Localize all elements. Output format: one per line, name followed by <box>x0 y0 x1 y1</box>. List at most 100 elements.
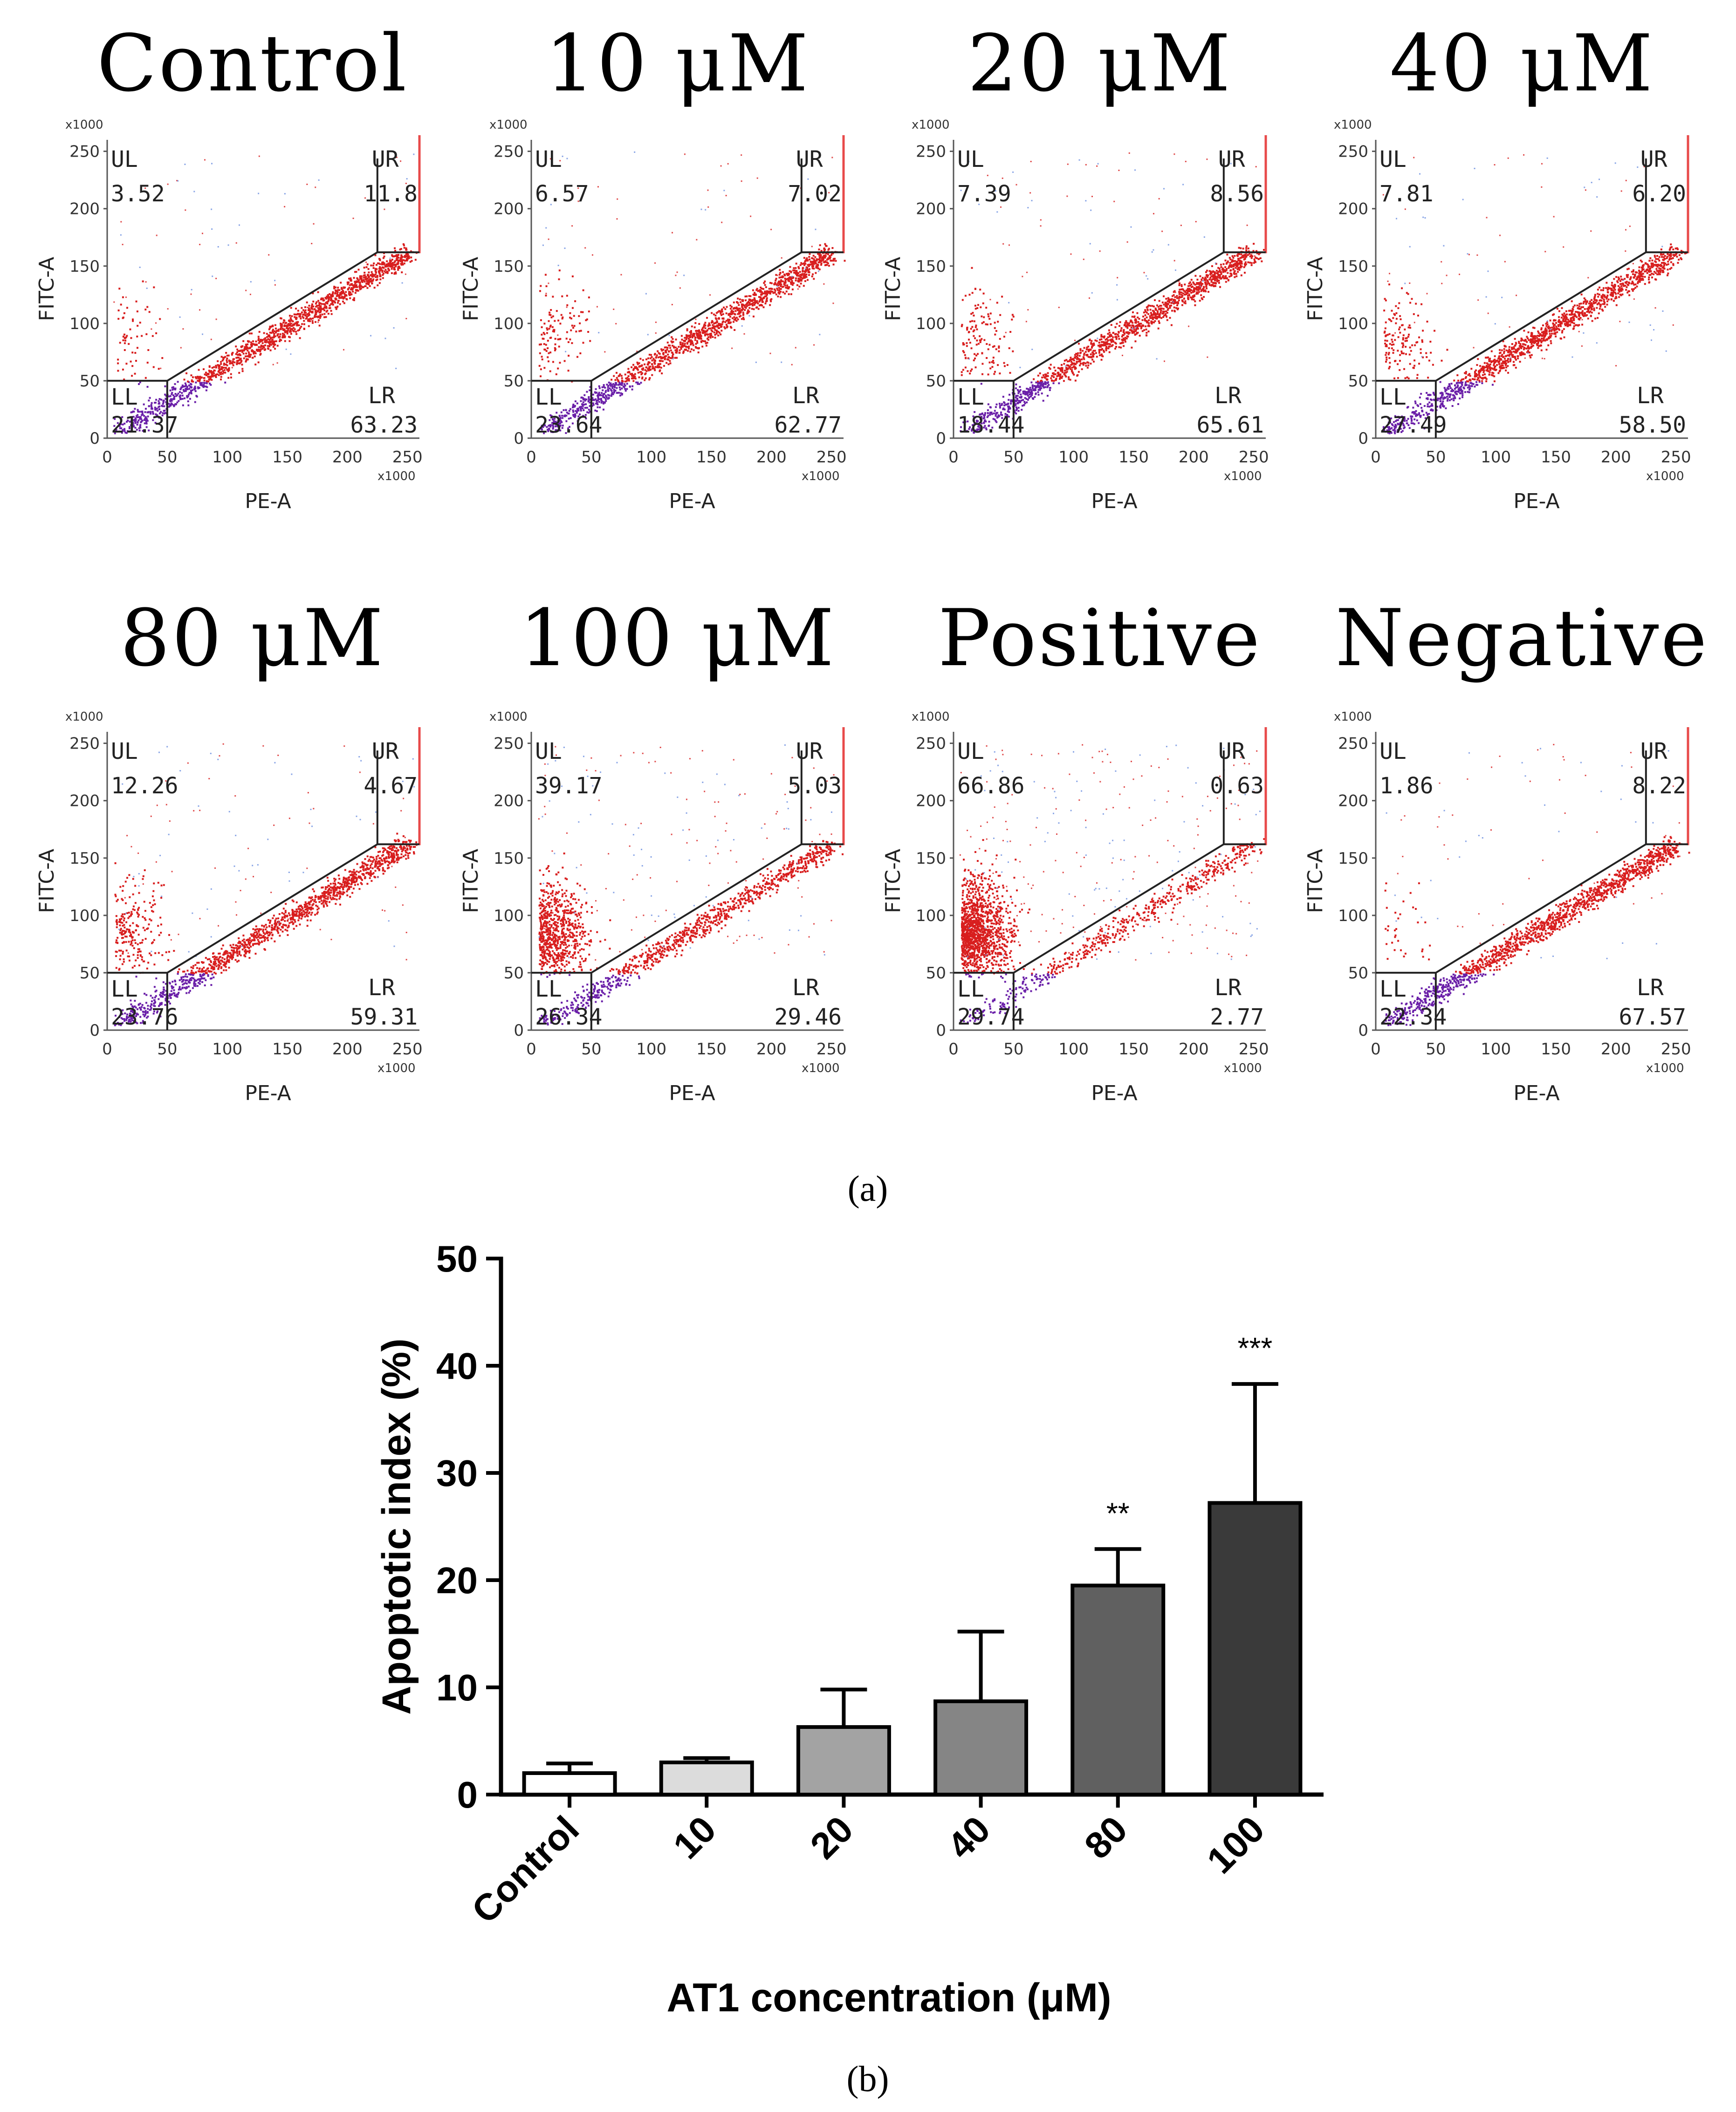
apoptotic-index-bar-chart: 0 10 20 30 40 50 Control 10 20 40 ** 80 *** 100 Apopto… <box>374 1238 1324 2020</box>
quadrant-ur-value: 5.03 <box>788 773 842 799</box>
y-multiplier: x1000 <box>912 118 950 132</box>
quadrant-ul-value: 39.17 <box>535 773 603 799</box>
quadrant-ul-label: UL <box>957 146 984 172</box>
quadrant-ur-value: 8.56 <box>1210 181 1264 207</box>
x-tick-label: 250 <box>392 1040 423 1059</box>
quadrant-ur-label: UR <box>372 146 399 172</box>
gate-diagonal <box>1013 251 1224 382</box>
scatter-dots <box>1383 743 1690 1026</box>
flow-plot-7: 00 50 50 100 100 150 150 200 200 250 250 x1000 x1000… <box>881 710 1269 1105</box>
x-multiplier: x1000 <box>1646 469 1684 483</box>
x-tick-label: 200 <box>756 448 787 467</box>
gate-ur <box>800 750 844 846</box>
quadrant-ll-value: 26.34 <box>535 1004 603 1030</box>
y-tick-label: 0 <box>89 429 100 448</box>
x-tick-label: 250 <box>1661 1040 1691 1059</box>
quadrant-ur-value: 7.02 <box>788 181 842 207</box>
gate-ur <box>1645 158 1688 254</box>
y-tick-label: 0 <box>89 1021 100 1040</box>
x-tick-label: 200 <box>1179 448 1209 467</box>
quadrant-lr-label: LR <box>1215 975 1242 1001</box>
flow-plot-1: 00 50 50 100 100 150 150 200 200 250 250 x1000 x1000… <box>35 118 423 513</box>
quadrant-ul-value: 7.81 <box>1379 181 1434 207</box>
gate-diagonal <box>590 251 802 382</box>
y-axis-label: FITC-A <box>881 849 905 913</box>
x-tick-label: 200 <box>1179 1040 1209 1059</box>
y-tick-label: 150 <box>916 257 946 276</box>
y-tick-label: 50 <box>504 372 524 391</box>
x-tick-label: 200 <box>756 1040 787 1059</box>
y-tick-label: 200 <box>69 200 100 219</box>
scatter-dots <box>538 744 844 1025</box>
x-tick-label: 0 <box>526 448 536 467</box>
y-tick-label: 150 <box>69 257 100 276</box>
y-multiplier: x1000 <box>489 710 528 724</box>
flow-plot-4: 00 50 50 100 100 150 150 200 200 250 250 x1000 x1000… <box>1304 118 1691 513</box>
x-tick-label: 150 <box>272 1040 302 1059</box>
x-tick-label: 80 <box>1077 1808 1135 1867</box>
x-tick-label: 0 <box>948 1040 959 1059</box>
y-tick-label: 0 <box>936 1021 946 1040</box>
panel-label-b: (b) <box>846 2058 889 2099</box>
x-tick-label: 20 <box>803 1808 861 1867</box>
y-tick-label: 100 <box>69 907 100 925</box>
bar-40 <box>933 1699 1029 1797</box>
x-tick-label: 150 <box>696 1040 727 1059</box>
x-axis-label: PE-A <box>245 1081 291 1105</box>
x-tick-label: 100 <box>1058 1040 1089 1059</box>
scatter-dots <box>113 153 418 434</box>
quadrant-ul-label: UL <box>957 738 984 764</box>
x-tick-label: 250 <box>392 448 423 467</box>
y-tick-label: 100 <box>916 315 946 333</box>
y-tick-label: 50 <box>926 964 946 983</box>
quadrant-ll-value: 21.37 <box>111 412 178 438</box>
y-tick-label: 200 <box>916 200 946 219</box>
y-tick-label: 250 <box>916 143 946 161</box>
quadrant-ll-value: 23.64 <box>535 412 603 438</box>
quadrant-lr-label: LR <box>368 975 395 1001</box>
x-tick-label: 200 <box>1601 1040 1631 1059</box>
quadrant-lr-value: 2.77 <box>1210 1004 1264 1030</box>
y-tick-label: 250 <box>69 735 100 753</box>
quadrant-lr-value: 58.50 <box>1619 412 1687 438</box>
quadrant-ll-label: LL <box>535 976 562 1002</box>
scatter-dots <box>959 744 1265 1024</box>
bar-100 <box>1208 1501 1303 1796</box>
quadrant-ur-value: 11.8 <box>364 181 418 207</box>
plot-title-control: Control <box>96 18 409 109</box>
y-tick-label: 10 <box>436 1667 478 1708</box>
y-tick-label: 200 <box>1338 200 1368 219</box>
y-multiplier: x1000 <box>489 118 528 132</box>
quadrant-ul-value: 66.86 <box>957 773 1025 799</box>
x-tick-label: 100 <box>212 448 242 467</box>
x-tick-label: 50 <box>581 1040 601 1059</box>
plot-title-40um: 40 μM <box>1389 18 1655 109</box>
x-tick-label: 0 <box>102 1040 112 1059</box>
x-tick-label: 250 <box>817 1040 847 1059</box>
plot-title-10um: 10 μM <box>545 18 810 109</box>
quadrant-lr-label: LR <box>1637 383 1664 409</box>
x-multiplier: x1000 <box>377 1061 416 1075</box>
flow-plot-2: 00 50 50 100 100 150 150 200 200 250 250 x1000 x1000… <box>459 118 847 513</box>
quadrant-ur-label: UR <box>1640 146 1667 172</box>
quadrant-ll-value: 23.76 <box>111 1004 178 1030</box>
y-axis-label: FITC-A <box>1304 257 1327 321</box>
gate-ur <box>1222 750 1266 846</box>
quadrant-ur-value: 6.20 <box>1632 181 1686 207</box>
x-tick-label: 50 <box>581 448 601 467</box>
quadrant-ur-label: UR <box>1640 738 1667 764</box>
x-tick-label: 150 <box>272 448 302 467</box>
x-tick-label: 250 <box>1239 1040 1269 1059</box>
y-axis-title: Apoptotic index (%) <box>374 1338 419 1714</box>
quadrant-ul-value: 1.86 <box>1379 773 1434 799</box>
plot-title-100um: 100 μM <box>519 592 836 684</box>
gate-diagonal <box>1013 843 1224 974</box>
quadrant-lr-label: LR <box>368 383 395 409</box>
quadrant-lr-value: 59.31 <box>350 1004 418 1030</box>
quadrant-lr-value: 62.77 <box>775 412 842 438</box>
y-tick-label: 200 <box>1338 792 1368 811</box>
x-multiplier: x1000 <box>1224 1061 1262 1075</box>
quadrant-ur-label: UR <box>796 146 823 172</box>
panel-label-a: (a) <box>847 1168 888 1209</box>
